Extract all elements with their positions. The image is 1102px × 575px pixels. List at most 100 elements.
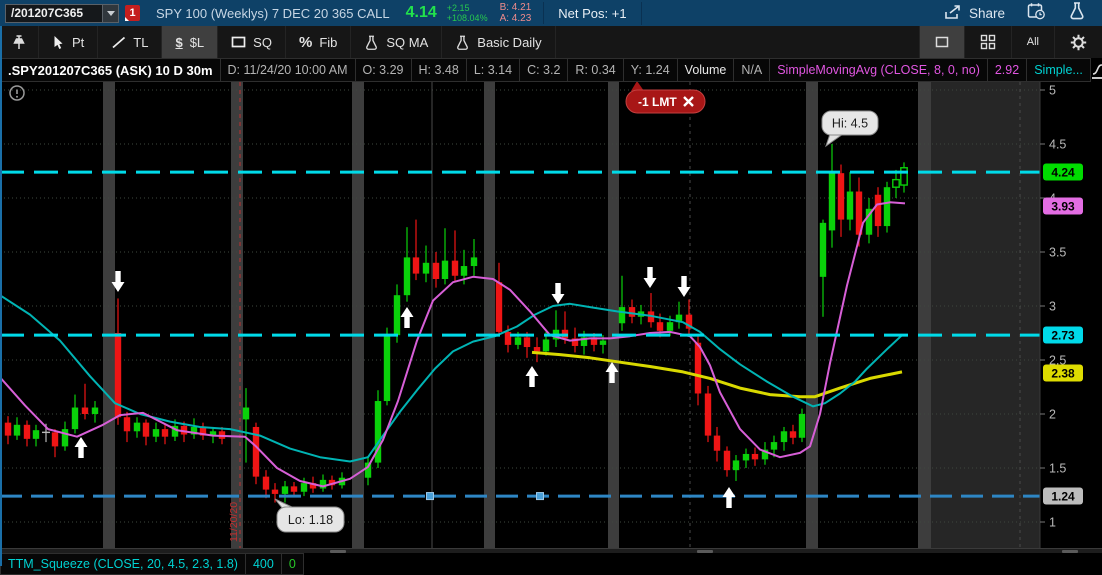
candle-body: [514, 337, 522, 345]
candle-body: [13, 424, 21, 436]
chart-alert-icon[interactable]: [9, 85, 25, 101]
single-pane-icon: [935, 36, 949, 48]
candle-body: [271, 489, 279, 494]
study-set-basic-daily-button[interactable]: Basic Daily: [442, 26, 556, 58]
square-tool-button[interactable]: SQ: [218, 26, 286, 58]
candle-body: [855, 191, 863, 235]
price-axis[interactable]: 54.543.532.521.514.243.932.732.381.24: [1039, 82, 1083, 548]
title-bar: /201207C365 1 SPY 100 (Weeklys) 7 DEC 20…: [0, 0, 1102, 26]
beaker-icon: [457, 35, 469, 50]
candle-body: [798, 414, 806, 438]
chart-toolbar: Pt TL $ $L SQ % Fib SQ MA Basic Daily: [0, 26, 1102, 59]
study-set-sqma-button[interactable]: SQ MA: [351, 26, 443, 58]
prev-close-value: Y: 1.24: [622, 58, 678, 82]
candle-body: [142, 422, 150, 437]
level-drag-handle[interactable]: [426, 492, 434, 501]
all-panels-button[interactable]: All: [1010, 26, 1054, 58]
candle-body: [180, 425, 188, 435]
candle-body: [837, 173, 845, 220]
volume-study-label[interactable]: Volume: [676, 58, 735, 82]
order-cancel-icon[interactable]: [683, 96, 694, 107]
expansion-area: [931, 82, 1040, 548]
candle-body: [51, 432, 59, 447]
candle-body: [209, 431, 217, 436]
candle-body: [656, 322, 664, 331]
candle-body: [309, 483, 317, 489]
candle-body: [504, 331, 512, 345]
down-arrow-annotation: [643, 267, 657, 288]
candle-body: [190, 426, 198, 435]
share-icon: [943, 4, 962, 23]
session-gap-band: [231, 82, 243, 548]
studies-quick-button[interactable]: [1091, 58, 1102, 82]
symbol-value[interactable]: /201207C365: [5, 3, 102, 23]
open-value: O: 3.29: [354, 58, 412, 82]
pointer-tool-label: Pt: [72, 34, 85, 50]
all-panels-label: All: [1026, 36, 1039, 48]
order-badge-label: -1 LMT: [638, 95, 677, 109]
candle-body: [32, 430, 40, 439]
alert-count-badge[interactable]: 1: [125, 5, 140, 21]
square-tool-label: SQ: [253, 34, 272, 50]
candle-body: [393, 295, 401, 336]
down-arrow-annotation: [677, 276, 691, 297]
candle-body: [685, 314, 693, 329]
single-chart-layout-button[interactable]: [918, 26, 964, 58]
candle-body: [441, 260, 449, 279]
level-drag-handle[interactable]: [536, 492, 544, 501]
session-gap-band: [806, 82, 818, 548]
lo-label-text: Lo: 1.18: [288, 513, 333, 527]
grid-layout-button[interactable]: [963, 26, 1011, 58]
last-price: 4.14: [405, 4, 437, 21]
ma-slow-cyan: [0, 294, 903, 463]
ttm-study-label[interactable]: TTM_Squeeze (CLOSE, 20, 4.5, 2.3, 1.8): [0, 553, 246, 575]
chart-settings-button[interactable]: [1054, 26, 1102, 58]
symbol-dropdown-button[interactable]: [102, 3, 119, 23]
fib-tool-button[interactable]: % Fib: [286, 26, 352, 58]
hi-label-text: Hi: 4.5: [832, 117, 868, 131]
axis-tick-label: 2.5: [1049, 354, 1066, 368]
candle-body: [422, 262, 430, 274]
share-button[interactable]: Share: [943, 4, 1005, 23]
pin-button[interactable]: [0, 26, 39, 58]
calendar-clock-icon[interactable]: [1027, 2, 1046, 25]
candle-body: [300, 483, 308, 492]
candle-body: [23, 424, 31, 439]
change-pct: +108.04%: [446, 13, 488, 23]
instrument-title: SPY 100 (Weeklys) 7 DEC 20 365 CALL: [156, 5, 390, 21]
cursor-icon: [54, 35, 63, 49]
study-set-sqma-label: SQ MA: [386, 34, 429, 50]
trendline-tool-button[interactable]: TL: [98, 26, 163, 58]
symbol-input[interactable]: /201207C365: [5, 3, 119, 23]
session-gap-band: [484, 82, 495, 548]
candle-body: [751, 453, 759, 460]
candle-body: [694, 342, 702, 394]
flask-icon[interactable]: [1068, 1, 1086, 25]
order-badge-bg[interactable]: [625, 89, 706, 114]
session-gap-band: [352, 82, 364, 548]
working-order-badge[interactable]: -1 LMT: [625, 82, 706, 114]
price-level-tool-button[interactable]: $ $L: [162, 26, 219, 58]
pointer-tool-button[interactable]: Pt: [39, 26, 99, 58]
candle-body: [571, 338, 579, 346]
candle-body: [364, 462, 372, 478]
candle-body: [599, 340, 607, 345]
candle-body: [4, 422, 12, 436]
toolbar-spacer: [556, 26, 919, 58]
sma2-study-label[interactable]: Simple...: [1026, 58, 1091, 82]
candle-body: [451, 260, 459, 276]
axis-price-badge: [1043, 326, 1083, 344]
candle-body: [865, 208, 873, 235]
sma-study-label[interactable]: SimpleMovingAvg (CLOSE, 8, 0, no): [769, 58, 988, 82]
hi-label-bg: [821, 110, 879, 136]
high-value: H: 3.48: [410, 58, 467, 82]
alert-dot: [16, 95, 18, 98]
fib-tool-label: Fib: [319, 34, 338, 50]
splitter-grip: [1062, 550, 1078, 553]
net-position: Net Pos: +1: [544, 1, 642, 25]
curve-icon: [1091, 63, 1102, 79]
candle-body: [732, 460, 740, 471]
down-arrow-annotation: [551, 283, 565, 304]
candle-body: [161, 429, 169, 437]
